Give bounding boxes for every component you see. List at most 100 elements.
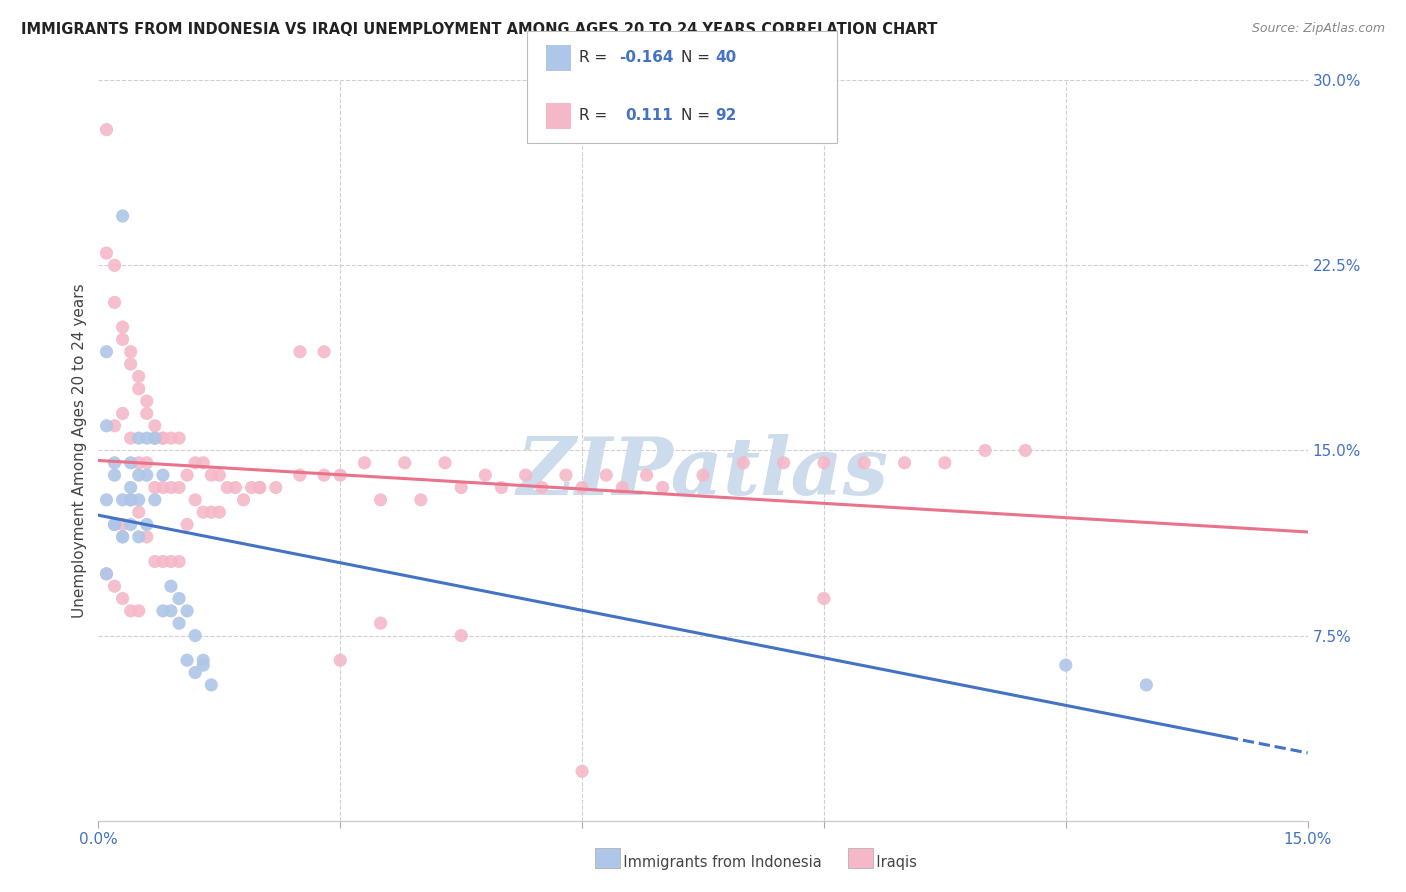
Point bbox=[893, 456, 915, 470]
Point bbox=[120, 357, 142, 371]
Point bbox=[160, 431, 183, 445]
Point bbox=[515, 468, 537, 483]
Point bbox=[193, 653, 215, 667]
Point bbox=[394, 456, 416, 470]
Point bbox=[176, 653, 198, 667]
Point bbox=[103, 468, 125, 483]
Point bbox=[111, 530, 134, 544]
Point bbox=[353, 456, 375, 470]
Point bbox=[135, 517, 157, 532]
Point bbox=[135, 407, 157, 421]
Point bbox=[128, 431, 150, 445]
Point bbox=[128, 604, 150, 618]
Point bbox=[111, 209, 134, 223]
Point bbox=[128, 530, 150, 544]
Point bbox=[103, 579, 125, 593]
Point bbox=[135, 394, 157, 409]
Point bbox=[184, 456, 207, 470]
Point bbox=[595, 468, 617, 483]
Point bbox=[152, 431, 174, 445]
Point bbox=[111, 517, 134, 532]
Point bbox=[288, 468, 311, 483]
Point bbox=[96, 418, 118, 433]
Point bbox=[249, 480, 271, 494]
Point bbox=[692, 468, 714, 483]
Point bbox=[143, 480, 166, 494]
Point bbox=[555, 468, 578, 483]
Point bbox=[128, 505, 150, 519]
Point bbox=[160, 555, 183, 569]
Point bbox=[152, 604, 174, 618]
Point bbox=[167, 555, 190, 569]
Point bbox=[120, 517, 142, 532]
Point bbox=[813, 456, 835, 470]
Point bbox=[974, 443, 997, 458]
Point bbox=[314, 468, 336, 483]
Point bbox=[128, 468, 150, 483]
Point bbox=[571, 764, 593, 779]
Point bbox=[103, 517, 125, 532]
Text: Source: ZipAtlas.com: Source: ZipAtlas.com bbox=[1251, 22, 1385, 36]
Point bbox=[143, 431, 166, 445]
Point bbox=[612, 480, 634, 494]
Point bbox=[103, 456, 125, 470]
Point bbox=[135, 431, 157, 445]
Point bbox=[120, 492, 142, 507]
Point bbox=[152, 431, 174, 445]
Point bbox=[152, 468, 174, 483]
Point bbox=[530, 480, 553, 494]
Point bbox=[208, 505, 231, 519]
Point bbox=[200, 505, 222, 519]
Point bbox=[120, 344, 142, 359]
Point bbox=[96, 344, 118, 359]
Point bbox=[450, 480, 472, 494]
Point bbox=[176, 468, 198, 483]
Point bbox=[288, 344, 311, 359]
Point bbox=[135, 530, 157, 544]
Text: N =: N = bbox=[681, 51, 714, 65]
Point bbox=[160, 480, 183, 494]
Point bbox=[135, 468, 157, 483]
Point bbox=[103, 517, 125, 532]
Text: 40: 40 bbox=[716, 51, 737, 65]
Point bbox=[853, 456, 876, 470]
Point bbox=[120, 492, 142, 507]
Point bbox=[111, 492, 134, 507]
Point bbox=[143, 431, 166, 445]
Text: 92: 92 bbox=[716, 109, 737, 123]
Text: ZIPatlas: ZIPatlas bbox=[517, 434, 889, 511]
Point bbox=[152, 480, 174, 494]
Point bbox=[128, 492, 150, 507]
Point bbox=[135, 456, 157, 470]
Point bbox=[571, 480, 593, 494]
Point bbox=[111, 332, 134, 346]
Y-axis label: Unemployment Among Ages 20 to 24 years: Unemployment Among Ages 20 to 24 years bbox=[72, 283, 87, 618]
Text: 0.111: 0.111 bbox=[626, 109, 673, 123]
Point bbox=[111, 320, 134, 334]
Text: Immigrants from Indonesia: Immigrants from Indonesia bbox=[591, 855, 821, 870]
Point bbox=[96, 492, 118, 507]
Point bbox=[160, 604, 183, 618]
Point bbox=[200, 468, 222, 483]
Point bbox=[143, 418, 166, 433]
Point bbox=[96, 566, 118, 581]
Point bbox=[491, 480, 513, 494]
Point bbox=[1054, 658, 1077, 673]
Point bbox=[143, 492, 166, 507]
Point bbox=[120, 604, 142, 618]
Point bbox=[636, 468, 658, 483]
Point bbox=[409, 492, 432, 507]
Point bbox=[128, 456, 150, 470]
Point bbox=[651, 480, 673, 494]
Point bbox=[193, 456, 215, 470]
Point bbox=[232, 492, 254, 507]
Point bbox=[240, 480, 263, 494]
Point bbox=[96, 566, 118, 581]
Text: R =: R = bbox=[579, 51, 613, 65]
Point bbox=[103, 258, 125, 272]
Point bbox=[249, 480, 271, 494]
Point bbox=[772, 456, 794, 470]
Point bbox=[934, 456, 956, 470]
Point bbox=[184, 628, 207, 642]
Point bbox=[314, 344, 336, 359]
